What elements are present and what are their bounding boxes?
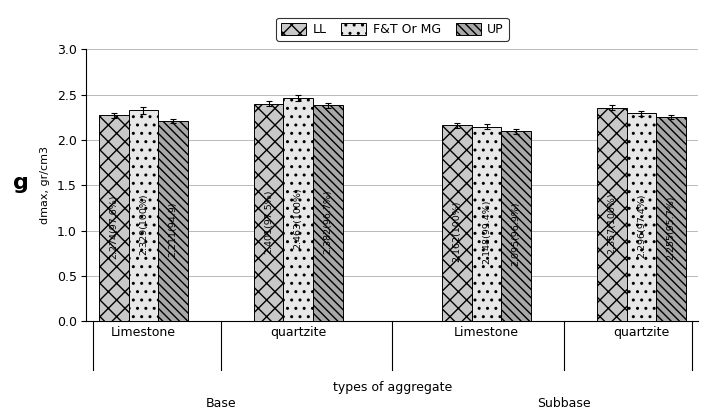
Text: $\mathbf{g}$: $\mathbf{g}$ (12, 176, 28, 195)
Bar (472, 126, 501, 321)
Text: 2.095(96.9%): 2.095(96.9%) (512, 202, 521, 266)
Bar (656, 117, 685, 321)
Legend: LL, F&T Or MG, UP: LL, F&T Or MG, UP (276, 18, 508, 41)
Bar (158, 121, 188, 321)
Bar (313, 105, 343, 321)
Bar (99, 115, 129, 321)
Text: 2.463(100%): 2.463(100%) (294, 188, 302, 250)
Bar (597, 108, 626, 321)
Text: 2.211(94.9): 2.211(94.9) (168, 201, 178, 257)
Bar (129, 110, 158, 321)
Text: 2.296(97.4%): 2.296(97.4%) (637, 193, 646, 258)
Text: Base: Base (205, 398, 236, 410)
Text: 2.357(100%): 2.357(100%) (607, 192, 616, 254)
Text: Subbase: Subbase (537, 398, 591, 410)
Text: 2.329(100%): 2.329(100%) (139, 194, 148, 255)
Text: 2.162(100%): 2.162(100%) (452, 201, 462, 262)
Bar (442, 125, 472, 321)
Bar (284, 98, 313, 321)
Text: 2.148(99.4%): 2.148(99.4%) (482, 199, 491, 264)
Text: 2.382(96.7%): 2.382(96.7%) (323, 190, 333, 254)
Text: 2.274(97.6%): 2.274(97.6%) (109, 194, 118, 259)
Bar (626, 113, 656, 321)
Text: 2.255(95.7%): 2.255(95.7%) (667, 195, 675, 260)
X-axis label: types of aggregate: types of aggregate (333, 381, 452, 394)
Text: dmax, gr/cm3: dmax, gr/cm3 (40, 146, 50, 225)
Bar (501, 131, 531, 321)
Bar (253, 104, 284, 321)
Text: 2.401(97.5%): 2.401(97.5%) (264, 189, 273, 253)
